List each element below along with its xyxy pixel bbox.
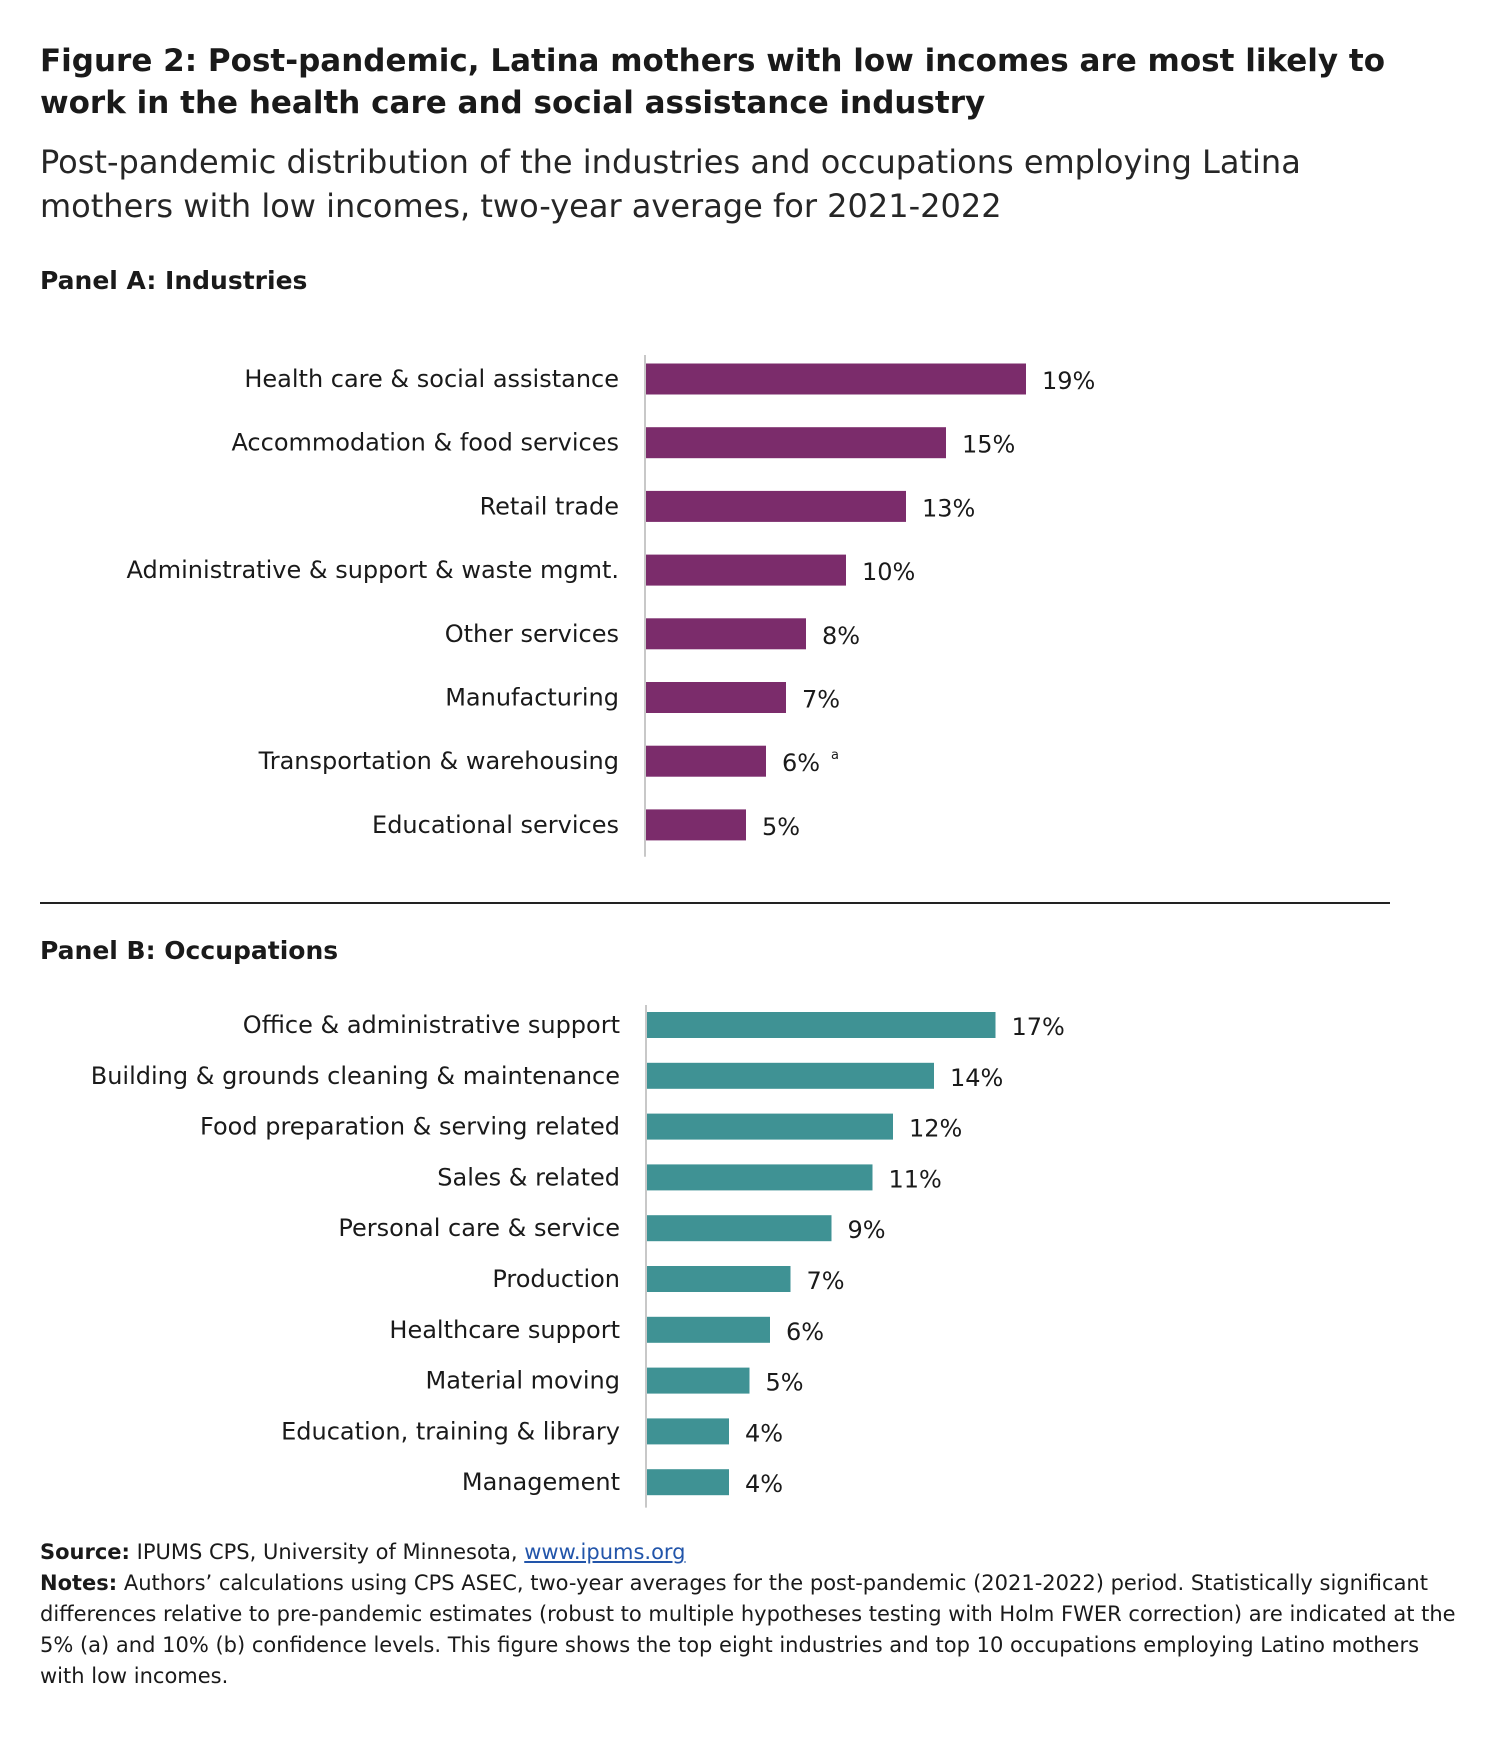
panel-b-title: Panel B: Occupations	[40, 936, 339, 965]
value-label: 19%	[1042, 367, 1095, 395]
bar	[646, 427, 946, 459]
source-line: Source: IPUMS CPS, University of Minneso…	[40, 1537, 1460, 1568]
bar	[647, 1418, 729, 1445]
category-label: Educational services	[372, 811, 619, 839]
value-label: 10%	[862, 558, 915, 586]
bar	[647, 1062, 934, 1089]
value-label: 5%	[766, 1369, 804, 1397]
bar	[647, 1367, 750, 1394]
value-label: 11%	[889, 1165, 942, 1193]
category-label: Transportation & warehousing	[258, 747, 619, 775]
category-label: Accommodation & food services	[231, 429, 619, 457]
occupations-bar-chart: Office & administrative support 17% Buildi…	[91, 1005, 1065, 1508]
bar	[647, 1469, 729, 1496]
category-label: Personal care & service	[338, 1214, 620, 1242]
category-label: Building & grounds cleaning & maintenanc…	[91, 1062, 620, 1090]
bar	[647, 1164, 873, 1191]
bar	[646, 490, 906, 522]
bar	[646, 618, 806, 650]
source-link[interactable]: www.ipums.org	[524, 1540, 686, 1564]
value-label: 4%	[745, 1470, 783, 1498]
industries-bar-chart: Health care & social assistance 19% Accomm…	[127, 355, 1095, 857]
panel-a-title: Panel A: Industries	[40, 266, 308, 295]
significance-marker: a	[831, 748, 839, 763]
bar	[647, 1113, 893, 1140]
footer: Source: IPUMS CPS, University of Minneso…	[40, 1537, 1460, 1692]
category-label: Other services	[445, 620, 619, 648]
bar	[646, 809, 746, 841]
value-label: 9%	[848, 1216, 886, 1244]
category-label: Education, training & library	[281, 1417, 620, 1445]
category-label: Food preparation & serving related	[200, 1113, 620, 1141]
value-label: 12%	[909, 1115, 962, 1143]
value-label: 4%	[745, 1419, 783, 1447]
category-label: Office & administrative support	[243, 1011, 620, 1039]
category-label: Administrative & support & waste mgmt.	[127, 556, 619, 584]
source-label: Source:	[40, 1540, 130, 1564]
bar	[647, 1012, 996, 1038]
notes-label: Notes:	[40, 1571, 118, 1595]
bar	[647, 1266, 791, 1292]
category-label: Management	[462, 1468, 620, 1496]
bar	[646, 363, 1026, 395]
notes-paragraph: Notes: Authors’ calculations using CPS A…	[40, 1568, 1460, 1692]
category-label: Health care & social assistance	[244, 365, 619, 393]
category-label: Manufacturing	[445, 684, 619, 712]
figure-title: Figure 2: Post-pandemic, Latina mothers …	[40, 43, 1386, 121]
figure-subtitle: Post-pandemic distribution of the indust…	[40, 143, 1301, 225]
bar	[647, 1316, 770, 1343]
category-label: Sales & related	[437, 1163, 620, 1191]
category-label: Retail trade	[480, 492, 619, 520]
bar	[646, 682, 786, 713]
bar	[646, 745, 766, 777]
value-label: 5%	[762, 813, 800, 841]
value-label: 7%	[802, 686, 840, 714]
category-label: Healthcare support	[389, 1316, 620, 1344]
value-label: 8%	[822, 622, 860, 650]
value-label: 14%	[950, 1064, 1003, 1092]
notes-text: Authors’ calculations using CPS ASEC, tw…	[40, 1571, 1456, 1688]
value-label: 6%	[782, 749, 820, 777]
bar	[647, 1215, 832, 1242]
category-label: Production	[492, 1265, 620, 1293]
bar	[646, 554, 846, 586]
category-label: Material moving	[425, 1367, 620, 1395]
value-label: 15%	[962, 431, 1015, 459]
value-label: 17%	[1012, 1013, 1065, 1041]
value-label: 7%	[807, 1267, 845, 1295]
panel-divider	[40, 902, 1390, 904]
value-label: 6%	[786, 1318, 824, 1346]
value-label: 13%	[922, 494, 975, 522]
source-text: IPUMS CPS, University of Minnesota,	[129, 1540, 525, 1564]
